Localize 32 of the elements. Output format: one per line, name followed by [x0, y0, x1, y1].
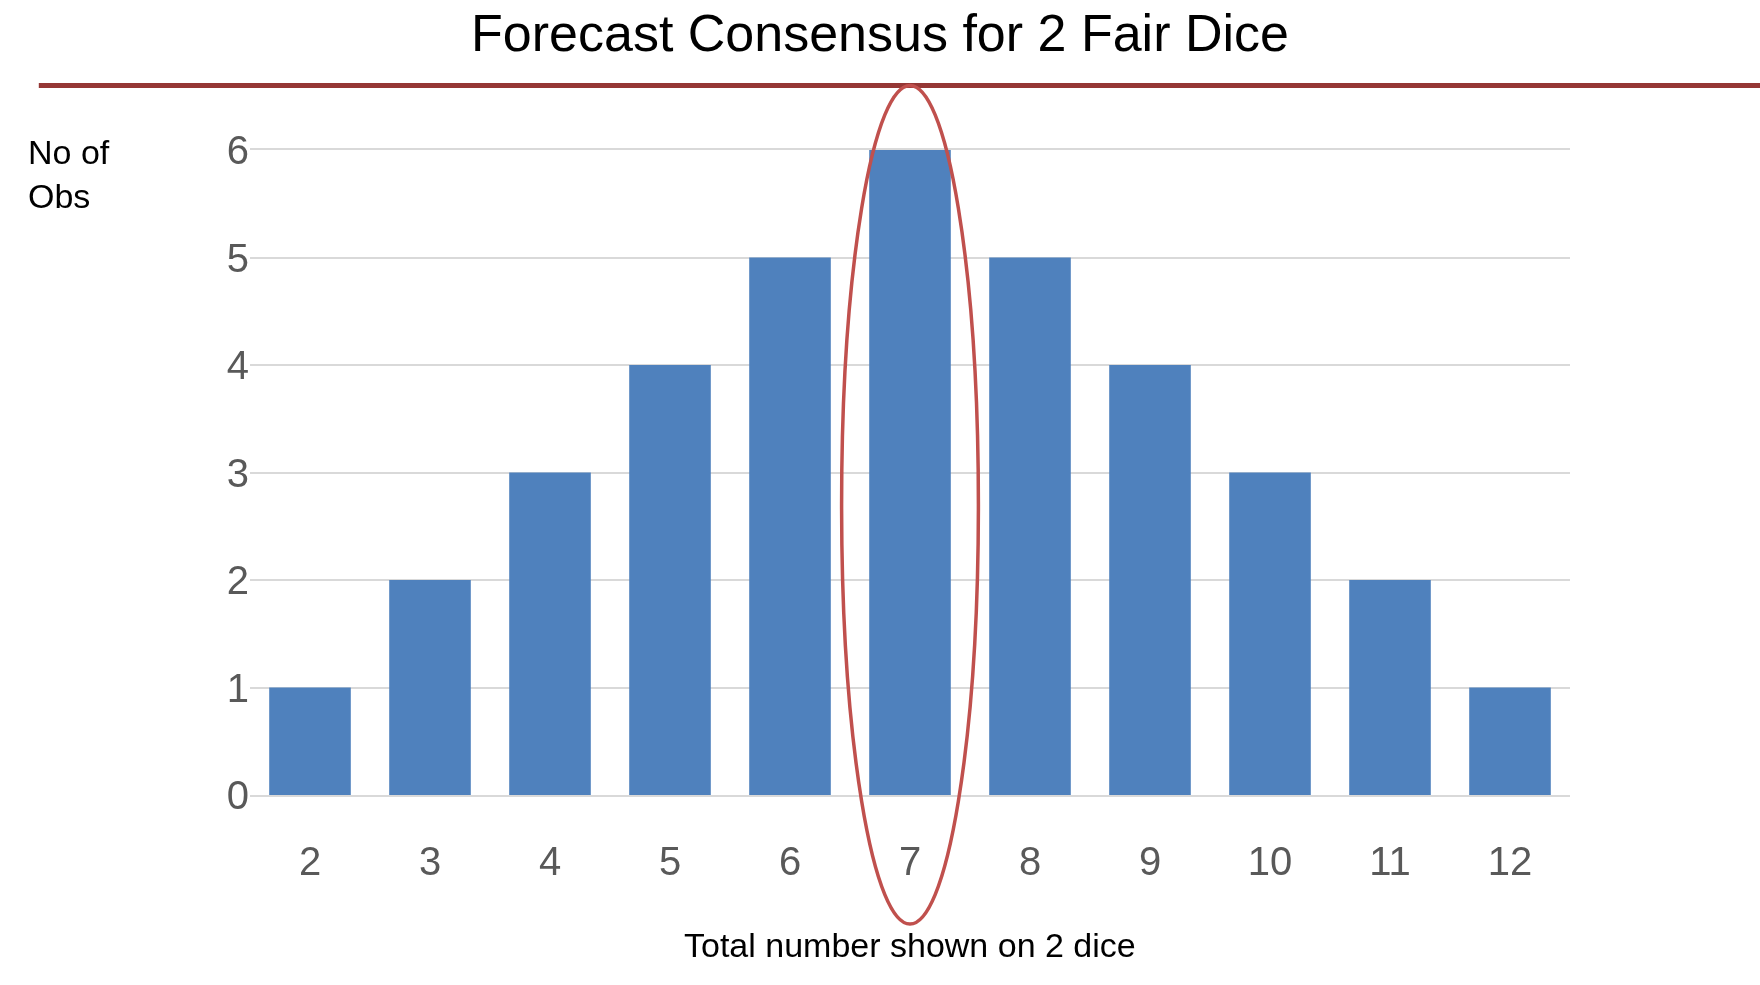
y-tick-label: 0 [226, 773, 249, 817]
x-axis-title: Total number shown on 2 dice [684, 926, 1136, 964]
bar [1229, 472, 1311, 795]
bar [1349, 580, 1431, 795]
x-tick-label: 9 [1138, 838, 1162, 883]
x-tick-label: 12 [1487, 838, 1533, 883]
x-tick-label: 5 [658, 838, 682, 883]
y-tick-label: 4 [226, 343, 249, 387]
y-tick-label: 6 [226, 128, 249, 172]
bar [629, 365, 711, 795]
bar [1469, 687, 1551, 795]
y-tick-label: 1 [226, 665, 249, 710]
y-tick-label: 5 [226, 235, 249, 280]
bar [749, 257, 831, 795]
y-axis-title: No of Obs [28, 133, 110, 216]
x-tick-label: 6 [778, 838, 802, 883]
x-tick-label: 3 [418, 838, 442, 883]
chart-title: Forecast Consensus for 2 Fair Dice [471, 4, 1289, 63]
x-tick-label: 4 [538, 838, 562, 883]
bar [389, 580, 471, 795]
bar [869, 150, 951, 795]
x-tick-label: 2 [298, 838, 322, 883]
x-tick-label: 10 [1247, 838, 1293, 883]
bar [509, 472, 591, 795]
y-tick-label: 3 [226, 450, 249, 495]
y-tick-label: 2 [226, 558, 249, 602]
x-tick-label: 8 [1018, 838, 1042, 883]
x-tick-label: 11 [1369, 838, 1411, 883]
bar [1109, 365, 1191, 795]
x-tick-label: 7 [898, 838, 922, 883]
bar [989, 257, 1071, 795]
bar [269, 687, 351, 795]
